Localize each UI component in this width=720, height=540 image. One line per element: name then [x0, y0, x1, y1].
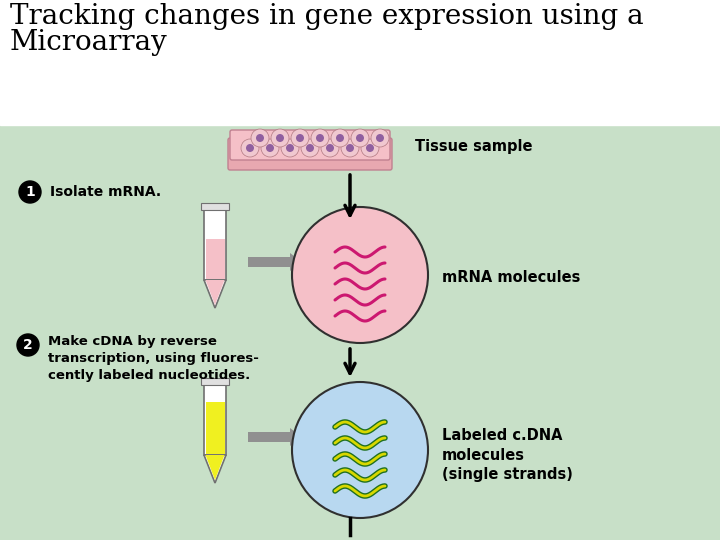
Circle shape: [306, 144, 314, 152]
Text: Tissue sample: Tissue sample: [415, 139, 533, 154]
Circle shape: [286, 144, 294, 152]
Circle shape: [19, 181, 41, 203]
Circle shape: [266, 144, 274, 152]
Text: Tracking changes in gene expression using a: Tracking changes in gene expression usin…: [10, 3, 644, 30]
Text: 2: 2: [23, 338, 33, 352]
Circle shape: [292, 382, 428, 518]
Circle shape: [291, 129, 309, 147]
Circle shape: [371, 129, 389, 147]
Circle shape: [281, 139, 299, 157]
Circle shape: [361, 139, 379, 157]
Polygon shape: [204, 280, 226, 308]
FancyBboxPatch shape: [230, 130, 390, 160]
Bar: [204, 385, 226, 455]
Circle shape: [251, 129, 269, 147]
Circle shape: [311, 129, 329, 147]
Circle shape: [316, 134, 324, 142]
Circle shape: [366, 144, 374, 152]
Circle shape: [241, 139, 259, 157]
Polygon shape: [205, 280, 225, 305]
Circle shape: [292, 207, 428, 343]
Polygon shape: [205, 455, 225, 480]
Text: 1: 1: [25, 185, 35, 199]
Text: mRNA molecules: mRNA molecules: [442, 269, 580, 285]
FancyArrow shape: [248, 428, 302, 446]
Polygon shape: [204, 455, 226, 483]
Bar: [205, 239, 225, 279]
Text: Make cDNA by reverse
transcription, using fluores-
cently labeled nucleotides.: Make cDNA by reverse transcription, usin…: [48, 335, 259, 382]
Circle shape: [346, 144, 354, 152]
FancyBboxPatch shape: [228, 138, 392, 170]
Circle shape: [356, 134, 364, 142]
Circle shape: [341, 139, 359, 157]
Bar: [201, 378, 229, 385]
Circle shape: [271, 129, 289, 147]
Circle shape: [351, 129, 369, 147]
Circle shape: [256, 134, 264, 142]
Bar: [0, 125, 720, 540]
Text: Labeled c.DNA
molecules
(single strands): Labeled c.DNA molecules (single strands): [442, 428, 573, 482]
Circle shape: [276, 134, 284, 142]
Circle shape: [321, 139, 339, 157]
FancyArrow shape: [248, 253, 302, 271]
Bar: [204, 210, 226, 280]
Circle shape: [261, 139, 279, 157]
Circle shape: [331, 129, 349, 147]
Circle shape: [336, 134, 344, 142]
Bar: [201, 203, 229, 210]
Circle shape: [326, 144, 334, 152]
Circle shape: [246, 144, 254, 152]
Circle shape: [376, 134, 384, 142]
Text: Isolate mRNA.: Isolate mRNA.: [50, 185, 161, 199]
Circle shape: [17, 334, 39, 356]
Circle shape: [301, 139, 319, 157]
Circle shape: [296, 134, 304, 142]
Text: Microarray: Microarray: [10, 29, 168, 56]
Bar: [205, 402, 225, 454]
Bar: [0, 0, 720, 125]
